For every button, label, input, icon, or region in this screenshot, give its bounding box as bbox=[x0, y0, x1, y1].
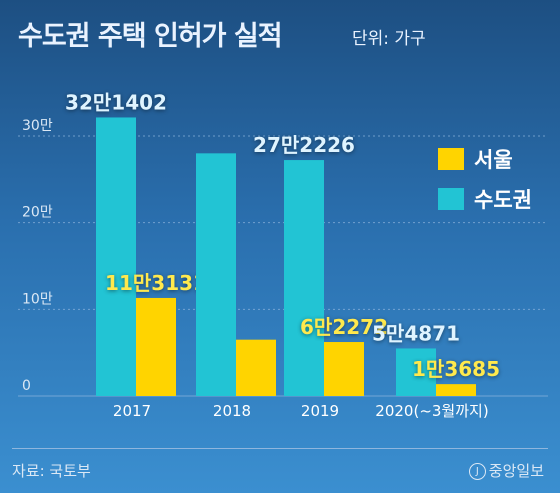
legend-item-seoul: 서울 bbox=[438, 146, 532, 172]
legend-label-metro: 수도권 bbox=[474, 188, 532, 212]
bar-metro-2019 bbox=[284, 160, 324, 396]
data-label-metro: 32만1402 bbox=[65, 90, 167, 114]
unit-label: 단위: 가구 bbox=[352, 29, 426, 49]
bar-seoul-2019 bbox=[324, 342, 364, 396]
bar-seoul-2017 bbox=[136, 297, 176, 396]
data-label-seoul: 1만3685 bbox=[412, 357, 500, 381]
y-tick-label: 20만 bbox=[22, 205, 53, 221]
legend: 서울 수도권 bbox=[438, 146, 532, 226]
legend-swatch-seoul bbox=[438, 148, 464, 170]
bar-metro-2017 bbox=[96, 117, 136, 396]
legend-item-metro: 수도권 bbox=[438, 186, 532, 212]
data-label-metro: 5만4871 bbox=[372, 321, 460, 345]
footer-divider bbox=[12, 448, 548, 449]
legend-swatch-metro bbox=[438, 188, 464, 210]
y-tick-label: 30만 bbox=[22, 118, 53, 134]
bar-metro-2020(~3월까지) bbox=[396, 348, 436, 396]
bar-metro-2018 bbox=[196, 153, 236, 396]
data-label-seoul: 11만3131 bbox=[105, 271, 207, 295]
x-tick-label: 2017 bbox=[113, 402, 151, 420]
data-label-metro: 27만2226 bbox=[253, 133, 355, 157]
y-tick-label: 0 bbox=[22, 378, 31, 394]
legend-label-seoul: 서울 bbox=[474, 148, 513, 172]
x-tick-label: 2018 bbox=[213, 402, 251, 420]
publisher-logo-icon: J bbox=[468, 463, 486, 480]
publisher-credit: J 중앙일보 bbox=[468, 460, 544, 481]
source-note: 자료: 국토부 bbox=[12, 462, 91, 480]
bar-seoul-2020(~3월까지) bbox=[436, 384, 476, 396]
bar-seoul-2018 bbox=[236, 339, 276, 396]
x-tick-label: 2019 bbox=[301, 402, 339, 420]
data-label-seoul: 6만2272 bbox=[300, 315, 388, 339]
publisher-name: 중앙일보 bbox=[488, 462, 544, 480]
chart-title: 수도권 주택 인허가 실적 bbox=[18, 21, 283, 52]
y-tick-label: 10만 bbox=[22, 291, 53, 307]
x-tick-label: 2020(~3월까지) bbox=[375, 402, 488, 420]
